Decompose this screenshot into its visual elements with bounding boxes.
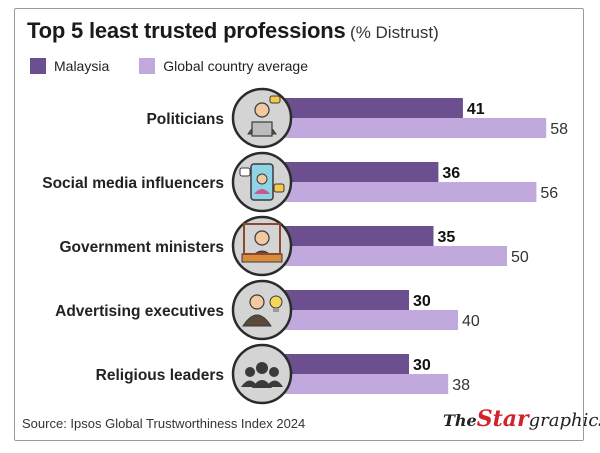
bar-group: 36 56 Social media influencers (42, 151, 558, 213)
legend-item-global: Global country average (139, 58, 308, 74)
title-main: Top 5 least trusted professions (27, 18, 346, 43)
bar-global (262, 118, 547, 138)
bar-global (262, 374, 449, 394)
category-label: Politicians (146, 111, 224, 128)
source-note: Source: Ipsos Global Trustworthiness Ind… (22, 416, 306, 431)
data-label-global: 40 (462, 313, 480, 330)
legend: Malaysia Global country average (30, 58, 338, 74)
brand-graphics: graphics (528, 410, 600, 431)
group-icon (231, 343, 293, 405)
bar-global (262, 246, 507, 266)
data-label-malaysia: 41 (467, 101, 485, 118)
category-label: Government ministers (59, 239, 224, 256)
data-label-malaysia: 36 (442, 165, 460, 182)
legend-label-global: Global country average (163, 58, 309, 74)
bar-group: 41 58 Politicians (146, 87, 568, 149)
bar-group: 35 50 Government ministers (59, 215, 529, 277)
bar-malaysia (262, 354, 409, 374)
legend-item-malaysia: Malaysia (30, 58, 109, 74)
bar-malaysia (262, 98, 463, 118)
advertising-executive-icon (231, 279, 293, 341)
brand-the: The (443, 411, 477, 430)
category-label: Religious leaders (96, 367, 224, 384)
bar-global (262, 182, 537, 202)
category-label: Advertising executives (55, 303, 224, 320)
data-label-global: 50 (511, 249, 529, 266)
chart-title: Top 5 least trusted professions (% Distr… (27, 18, 439, 44)
bar-malaysia (262, 226, 434, 246)
legend-label-malaysia: Malaysia (54, 58, 110, 74)
bar-group: 30 40 Advertising executives (55, 279, 480, 341)
title-sub: (% Distrust) (350, 23, 439, 42)
bar-malaysia (262, 290, 409, 310)
data-label-malaysia: 30 (413, 357, 431, 374)
influencer-icon (231, 151, 293, 213)
minister-icon (231, 215, 293, 277)
bar-global (262, 310, 458, 330)
legend-swatch-global (139, 58, 156, 74)
data-label-global: 58 (550, 121, 568, 138)
politician-icon (231, 87, 293, 149)
data-label-malaysia: 35 (438, 229, 456, 246)
brand-logo: TheStargraphics (443, 406, 600, 432)
category-label: Social media influencers (42, 175, 224, 192)
data-label-malaysia: 30 (413, 293, 431, 310)
bar-group: 30 38 Religious leaders (96, 343, 470, 405)
data-label-global: 38 (452, 377, 470, 394)
brand-star: Star (476, 406, 529, 432)
chart-frame (14, 8, 584, 441)
data-label-global: 56 (540, 185, 558, 202)
bar-malaysia (262, 162, 439, 182)
legend-swatch-malaysia (30, 58, 46, 74)
